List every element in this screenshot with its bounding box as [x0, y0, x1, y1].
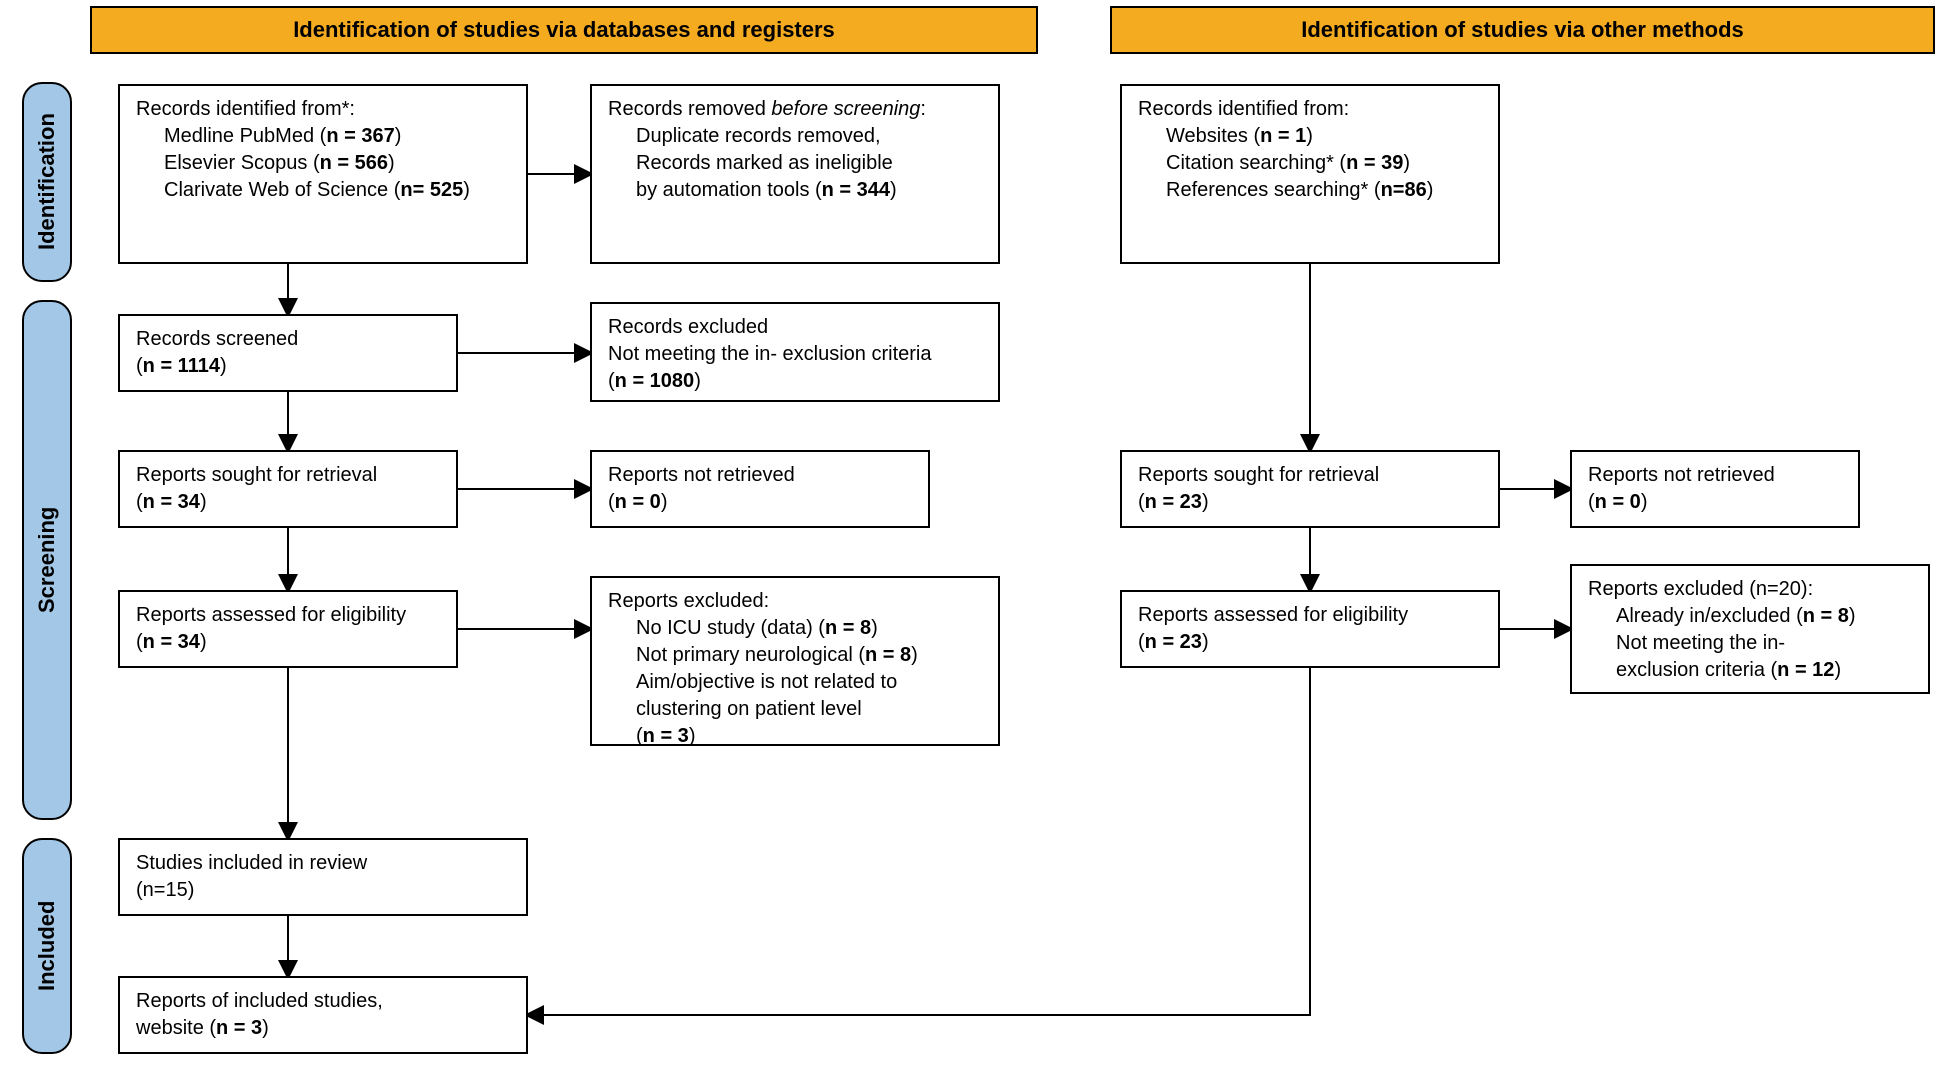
stage-label-included-text: Included — [34, 901, 60, 991]
node-other_excluded_assess: Reports excluded (n=20):Already in/exclu… — [1570, 564, 1930, 694]
header-other-label: Identification of studies via other meth… — [1301, 17, 1744, 43]
node-included_review: Studies included in review(n=15) — [118, 838, 528, 916]
node-db_screened: Records screened(n = 1114) — [118, 314, 458, 392]
node-included_reports: Reports of included studies,website (n =… — [118, 976, 528, 1054]
node-other_assessed: Reports assessed for eligibility(n = 23) — [1120, 590, 1500, 668]
node-other_not_retrieved: Reports not retrieved(n = 0) — [1570, 450, 1860, 528]
node-db_removed: Records removed before screening:Duplica… — [590, 84, 1000, 264]
header-databases: Identification of studies via databases … — [90, 6, 1038, 54]
node-db_excluded_screen: Records excludedNot meeting the in- excl… — [590, 302, 1000, 402]
header-databases-label: Identification of studies via databases … — [293, 17, 835, 43]
node-db_identified: Records identified from*:Medline PubMed … — [118, 84, 528, 264]
node-db_not_retrieved: Reports not retrieved(n = 0) — [590, 450, 930, 528]
stage-label-identification: Identification — [22, 82, 72, 282]
node-other_sought: Reports sought for retrieval(n = 23) — [1120, 450, 1500, 528]
stage-label-screening-text: Screening — [34, 507, 60, 613]
prisma-flow-diagram: { "type": "flowchart", "background_color… — [0, 0, 1952, 1070]
node-db_excluded_assess: Reports excluded:No ICU study (data) (n … — [590, 576, 1000, 746]
node-db_assessed: Reports assessed for eligibility(n = 34) — [118, 590, 458, 668]
stage-label-identification-text: Identification — [34, 114, 60, 251]
stage-label-included: Included — [22, 838, 72, 1054]
node-other_identified: Records identified from:Websites (n = 1)… — [1120, 84, 1500, 264]
node-db_sought: Reports sought for retrieval(n = 34) — [118, 450, 458, 528]
stage-label-screening: Screening — [22, 300, 72, 820]
header-other-methods: Identification of studies via other meth… — [1110, 6, 1935, 54]
